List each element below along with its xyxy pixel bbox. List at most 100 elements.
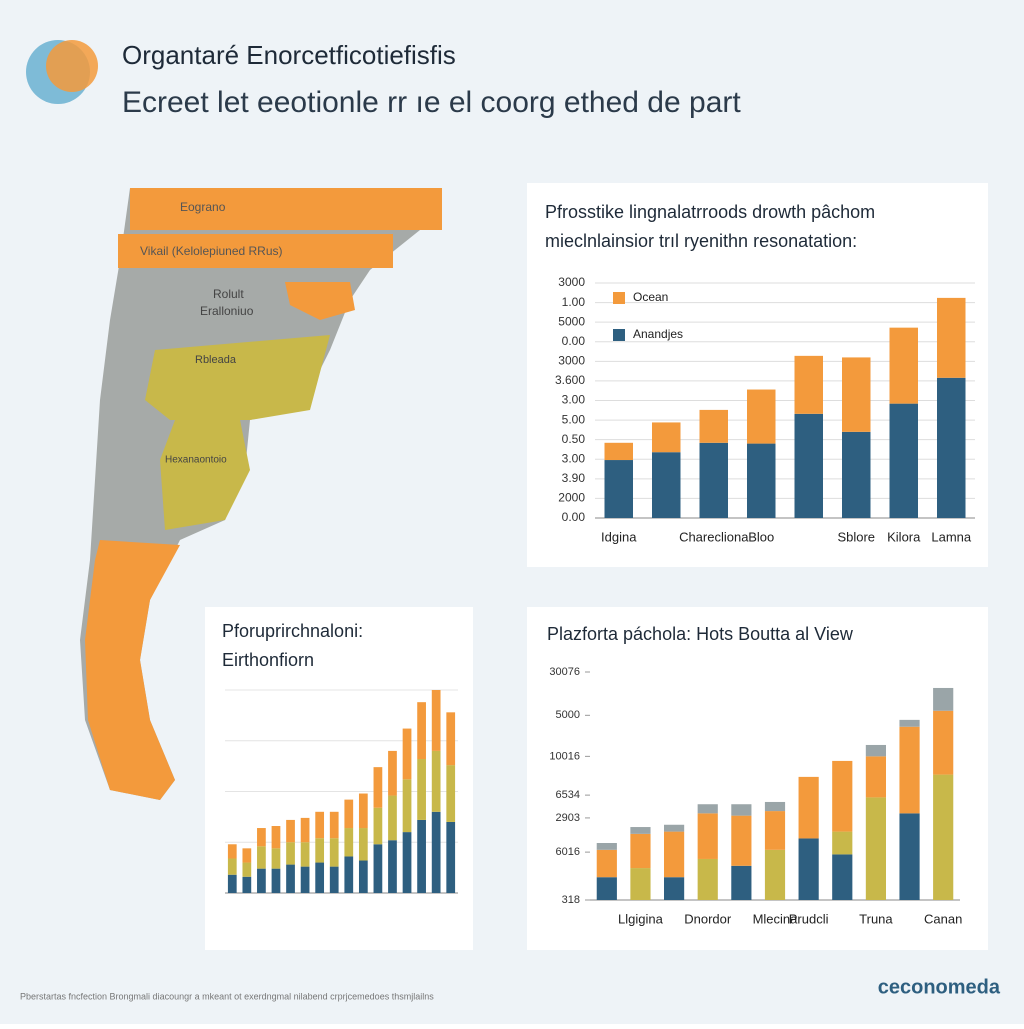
bar-segment	[329, 811, 339, 839]
y-tick-label: 10016	[549, 750, 580, 762]
bar-segment	[697, 858, 718, 900]
bar-segment	[764, 811, 786, 850]
map-region	[145, 335, 330, 420]
bar-segment	[242, 862, 252, 877]
bar-segment	[832, 760, 853, 832]
x-tick-label: Charecliona	[679, 529, 749, 544]
bar-segment	[604, 460, 633, 518]
header-title: Organtaré Enorcetficotiefisfis	[122, 40, 456, 70]
bar-segment	[388, 795, 397, 841]
logo-mark	[46, 40, 98, 92]
bar-segment	[630, 868, 651, 900]
bar-segment	[747, 389, 776, 444]
map: Eograno Vikail (Kelolepiuned RRus) Rolul…	[80, 188, 442, 800]
bar-segment	[652, 422, 681, 453]
map-label: Hexanaontoio	[165, 455, 227, 466]
bar-segment	[604, 442, 633, 461]
y-tick-label: 6534	[556, 789, 580, 801]
footer-note: Pberstartas fncfection Brongmali diacoun…	[20, 991, 434, 1001]
y-tick-label: 0.00	[562, 334, 586, 348]
bar-segment	[699, 442, 728, 518]
x-tick-label: Idgina	[601, 529, 637, 544]
bar-segment	[402, 728, 412, 780]
bar-segment	[329, 866, 339, 893]
y-tick-label: 30076	[549, 666, 580, 678]
bar-segment	[286, 842, 295, 865]
bar-segment	[899, 719, 920, 727]
bar-segment	[652, 452, 681, 518]
bar-segment	[227, 874, 237, 893]
bar-segment	[731, 865, 752, 900]
bar-segment	[794, 413, 823, 518]
y-tick-label: 1.00	[562, 295, 586, 309]
bar-segment	[315, 838, 325, 863]
bar-segment	[373, 844, 383, 893]
bar-segment	[358, 828, 368, 861]
bar-segment	[865, 756, 886, 798]
bar-segment	[257, 868, 266, 893]
y-tick-label: 2000	[558, 491, 585, 505]
bar-segment	[344, 828, 354, 857]
bar-segment	[764, 801, 786, 812]
bar-segment	[697, 813, 718, 859]
x-tick-label: Canan	[924, 911, 962, 926]
bar-segment	[300, 842, 310, 867]
bar-segment	[446, 765, 456, 822]
bar-segment	[596, 849, 617, 878]
header-subtitle: Ecreet let eeotionle rr ıe el coorg ethe…	[122, 86, 741, 119]
y-tick-label: 0.50	[562, 432, 586, 446]
bar-segment	[402, 832, 412, 893]
bar-segment	[664, 831, 685, 878]
bar-segment	[664, 824, 685, 832]
bar-segment	[731, 815, 752, 866]
map-label: Rolult	[213, 287, 244, 301]
map-region	[285, 282, 355, 320]
y-tick-label: 5.00	[562, 412, 586, 426]
bar-segment	[431, 750, 441, 812]
bar-segment	[865, 744, 886, 757]
bar-segment	[242, 848, 252, 863]
bar-segment	[865, 797, 886, 900]
bar-segment	[358, 793, 368, 829]
bar-segment	[731, 804, 752, 816]
bar-segment	[300, 817, 310, 843]
bar-segment	[630, 827, 651, 834]
bar-segment	[889, 403, 918, 518]
map-label: Eralloniuo	[200, 304, 254, 318]
bar-segment	[271, 868, 281, 893]
y-tick-label: 2903	[556, 812, 580, 824]
bar-segment	[271, 848, 281, 869]
bar-segment	[596, 843, 617, 850]
x-tick-label: Truna	[859, 911, 893, 926]
footer-logo: ceconomeda	[878, 976, 1001, 998]
bar-segment	[431, 690, 441, 751]
bar-segment	[286, 819, 295, 843]
y-tick-label: 3.90	[562, 471, 586, 485]
legend-swatch	[613, 329, 625, 341]
bar-segment	[315, 811, 325, 839]
chart-subtitle: mieclnlainsior trıl ryenithn resonatatio…	[545, 231, 857, 251]
map-region	[85, 540, 180, 800]
bar-segment	[747, 443, 776, 518]
x-tick-label: Prudcli	[789, 911, 829, 926]
y-tick-label: 0.00	[562, 510, 586, 524]
map-land	[80, 188, 440, 800]
x-tick-label: Lamna	[931, 529, 972, 544]
bar-segment	[842, 357, 871, 432]
bar-segment	[764, 849, 786, 900]
bar-segment	[300, 866, 310, 893]
y-tick-label: 3.00	[562, 393, 586, 407]
y-tick-label: 3.600	[555, 373, 585, 387]
y-tick-label: 318	[562, 894, 580, 906]
y-tick-label: 3000	[558, 275, 585, 289]
bar-segment	[431, 811, 441, 893]
x-tick-label: Sblore	[837, 529, 875, 544]
bar-segment	[933, 774, 954, 900]
y-tick-label: 5000	[556, 709, 580, 721]
y-tick-label: 3.00	[562, 451, 586, 465]
bar-segment	[417, 819, 426, 893]
bar-segment	[832, 831, 853, 855]
bar-segment	[227, 844, 237, 859]
bar-segment	[842, 431, 871, 518]
